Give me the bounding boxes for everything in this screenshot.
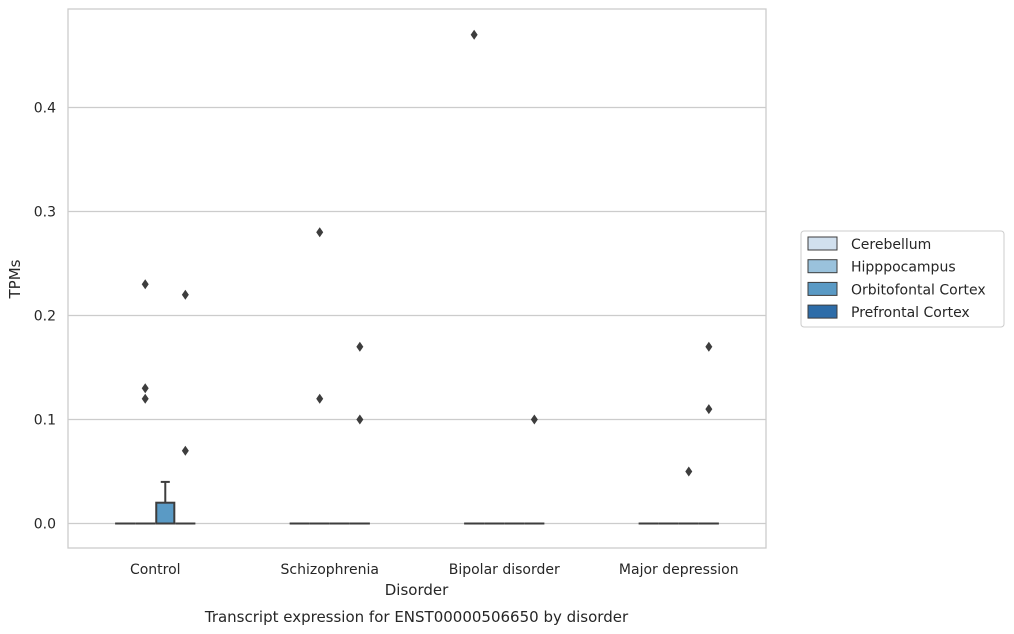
legend-label: Prefrontal Cortex bbox=[851, 305, 970, 321]
box-plots bbox=[115, 480, 719, 525]
y-tick-label: 0.2 bbox=[34, 309, 56, 325]
x-axis-title: Disorder bbox=[385, 581, 449, 599]
y-axis-ticks: 0.0 0.1 0.2 0.3 0.4 bbox=[34, 101, 56, 533]
x-tick-label: Major depression bbox=[619, 562, 739, 578]
outlier-point bbox=[316, 227, 324, 238]
x-tick-label: Bipolar disorder bbox=[449, 562, 560, 578]
outlier-point bbox=[356, 414, 364, 425]
outlier-point bbox=[685, 466, 693, 477]
y-tick-label: 0.1 bbox=[34, 413, 56, 429]
legend-label: Cerebellum bbox=[851, 237, 931, 253]
outlier-point bbox=[705, 404, 713, 415]
legend-swatch bbox=[807, 304, 838, 319]
legend: Cerebellum Hipppocampus Orbitofontal Corte… bbox=[800, 230, 1005, 328]
outlier-point bbox=[181, 445, 189, 456]
outlier-point bbox=[141, 279, 149, 290]
x-tick-label: Control bbox=[130, 562, 181, 578]
outlier-point bbox=[530, 414, 538, 425]
chart-caption: Transcript expression for ENST0000050665… bbox=[204, 608, 629, 626]
legend-label: Orbitofontal Cortex bbox=[851, 282, 986, 298]
y-tick-label: 0.4 bbox=[34, 101, 56, 117]
legend-frame bbox=[800, 230, 1005, 328]
outlier-point bbox=[181, 289, 189, 300]
legend-swatch bbox=[807, 259, 838, 274]
outlier-point bbox=[356, 341, 364, 352]
box bbox=[155, 501, 176, 525]
y-tick-label: 0.0 bbox=[34, 517, 56, 533]
y-axis-title: TPMs bbox=[6, 259, 24, 299]
x-tick-label: Schizophrenia bbox=[281, 562, 379, 578]
outlier-point bbox=[470, 29, 478, 40]
outlier-point bbox=[705, 341, 713, 352]
outlier-point bbox=[141, 383, 149, 394]
legend-label: Hipppocampus bbox=[851, 260, 956, 276]
box-group bbox=[155, 480, 176, 525]
x-axis-ticks: Control Schizophrenia Bipolar disorder Majo… bbox=[130, 562, 739, 578]
legend-swatch bbox=[807, 236, 838, 251]
outlier-points bbox=[141, 29, 713, 477]
gridlines bbox=[68, 106, 766, 525]
outlier-point bbox=[316, 393, 324, 404]
y-tick-label: 0.3 bbox=[34, 205, 56, 221]
legend-swatch bbox=[807, 281, 838, 296]
plot-area-frame bbox=[67, 8, 767, 549]
outlier-point bbox=[141, 393, 149, 404]
